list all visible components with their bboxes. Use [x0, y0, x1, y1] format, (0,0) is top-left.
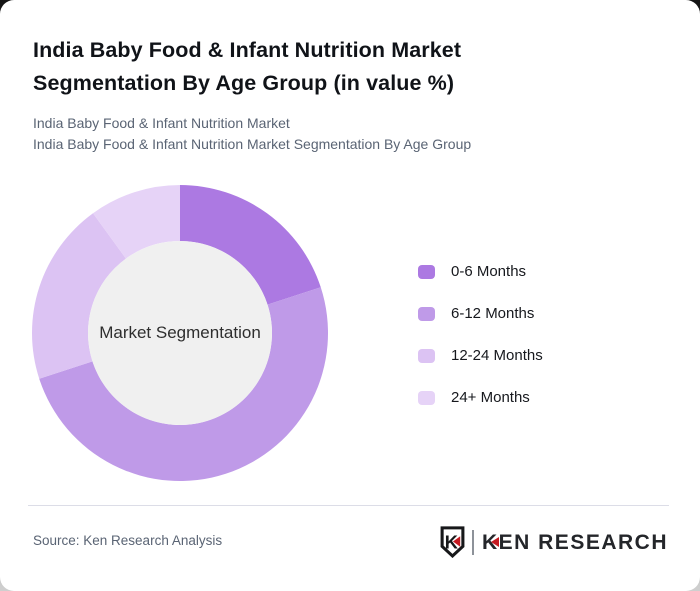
page-title: India Baby Food & Infant Nutrition Marke…: [33, 34, 653, 100]
donut-slice-12-24-months[interactable]: [31, 213, 126, 379]
chart-subtitles: India Baby Food & Infant Nutrition Marke…: [33, 113, 653, 154]
legend-item-6-12-months[interactable]: 6-12 Months: [418, 305, 543, 322]
legend-item-0-6-months[interactable]: 0-6 Months: [418, 263, 543, 280]
logo-red-triangle-icon: [490, 537, 499, 547]
legend-label-3: 24+ Months: [451, 389, 530, 406]
legend-label-1: 6-12 Months: [451, 305, 535, 322]
donut-chart: Market Segmentation: [30, 183, 330, 483]
logo-wordmark: KEN RESEARCH: [482, 532, 668, 553]
legend-swatch-2: [418, 348, 435, 363]
logo-shield-icon: K: [440, 526, 465, 558]
donut-slice-0-6-months[interactable]: [180, 185, 321, 305]
subtitle-line-1: India Baby Food & Infant Nutrition Marke…: [33, 115, 290, 131]
donut-slice-6-12-months[interactable]: [39, 287, 329, 482]
donut-slice-24-months[interactable]: [93, 185, 180, 259]
legend-item-12-24-months[interactable]: 12-24 Months: [418, 347, 543, 364]
legend-label-2: 12-24 Months: [451, 347, 543, 364]
logo-wordmark-text: KEN RESEARCH: [481, 530, 668, 554]
shield-red-triangle: [452, 536, 461, 547]
legend-item-24-plus-months[interactable]: 24+ Months: [418, 389, 543, 406]
svg-text:K: K: [445, 532, 459, 553]
legend-swatch-3: [418, 390, 435, 405]
source-text: Source: Ken Research Analysis: [33, 533, 223, 548]
donut-hole: [88, 241, 272, 425]
chart-legend: 0-6 Months 6-12 Months 12-24 Months 24+ …: [418, 263, 543, 431]
footer-divider: [28, 505, 669, 506]
legend-label-0: 0-6 Months: [451, 263, 527, 280]
legend-swatch-0: [418, 264, 435, 279]
title-line-2: Segmentation By Age Group (in value %): [33, 71, 455, 95]
legend-swatch-1: [418, 306, 435, 321]
logo-divider: [471, 529, 474, 555]
subtitle-line-2: India Baby Food & Infant Nutrition Marke…: [33, 135, 472, 152]
title-line-1: India Baby Food & Infant Nutrition Marke…: [33, 38, 462, 62]
brand-logo: K KEN RESEARCH: [440, 524, 668, 560]
donut-svg[interactable]: [30, 183, 330, 483]
